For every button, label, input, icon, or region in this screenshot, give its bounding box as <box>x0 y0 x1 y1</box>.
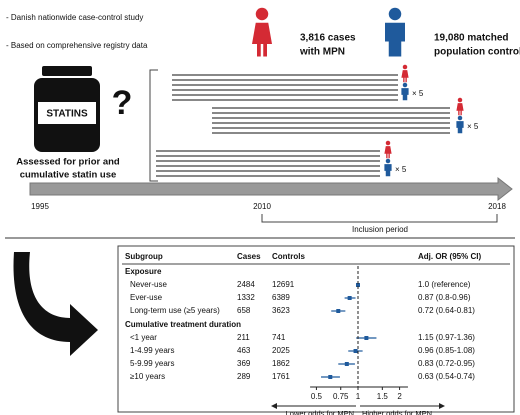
cases: 658 <box>237 306 251 315</box>
cases: 369 <box>237 359 251 368</box>
controls: 2025 <box>272 346 290 355</box>
jar-label: STATINS <box>46 109 88 120</box>
timeline-arrow <box>29 176 513 202</box>
or-label: 0.72 (0.64-0.81) <box>418 306 475 315</box>
or-label: 1.0 (reference) <box>418 280 471 289</box>
person-body <box>384 146 392 159</box>
controls-text: population controls <box>434 47 520 58</box>
inclusion-label: Inclusion period <box>352 225 408 234</box>
bullet: - Based on comprehensive registry data <box>6 41 148 50</box>
question-mark: ? <box>112 84 133 122</box>
multiplier: × 5 <box>395 165 407 174</box>
cases: 1332 <box>237 293 255 302</box>
controls: 6389 <box>272 293 290 302</box>
person-body <box>385 22 405 57</box>
person-head <box>402 64 408 70</box>
x-tick-label: 0.75 <box>333 392 349 401</box>
or-label: 1.15 (0.97-1.36) <box>418 333 475 342</box>
person-head <box>457 115 463 121</box>
assessed-text: cumulative statin use <box>20 170 117 181</box>
column-header: Adj. OR (95% CI) <box>418 252 481 261</box>
column-header: Subgroup <box>125 252 163 261</box>
person-head <box>457 97 463 103</box>
or-label: 0.83 (0.72-0.95) <box>418 359 475 368</box>
or-label: 0.96 (0.85-1.08) <box>418 346 475 355</box>
multiplier: × 5 <box>467 122 479 131</box>
cases-text: 3,816 cases <box>300 33 356 44</box>
year: 2018 <box>488 202 506 211</box>
cases-text: with MPN <box>299 47 345 58</box>
x-tick-label: 2 <box>397 392 402 401</box>
subgroup: Never-use <box>130 280 167 289</box>
multiplier: × 5 <box>412 89 424 98</box>
or-label: 0.87 (0.8-0.96) <box>418 293 471 302</box>
controls: 741 <box>272 333 286 342</box>
person-body <box>456 121 464 134</box>
or-point <box>328 375 333 379</box>
controls: 1761 <box>272 372 290 381</box>
year: 2010 <box>253 202 271 211</box>
subgroup: Ever-use <box>130 293 163 302</box>
x-tick-label: 1 <box>356 392 361 401</box>
subgroup: <1 year <box>130 333 157 342</box>
year: 1995 <box>31 202 49 211</box>
person-body <box>456 103 464 116</box>
person-body <box>401 70 409 83</box>
inclusion-bracket <box>261 214 498 223</box>
cases: 211 <box>237 333 250 342</box>
controls: 12691 <box>272 280 295 289</box>
subgroup: 5-9.99 years <box>130 359 174 368</box>
or-point <box>336 309 341 313</box>
higher-label: Higher odds for MPN <box>362 409 432 415</box>
controls: 1862 <box>272 359 290 368</box>
forest-box <box>117 245 515 413</box>
person-head <box>402 82 408 88</box>
person-body <box>384 164 392 177</box>
person-body <box>252 22 272 57</box>
or-label: 0.63 (0.54-0.74) <box>418 372 475 381</box>
person-head <box>255 7 269 21</box>
lower-label: Lower odds for MPN <box>286 409 354 415</box>
bullet: - Danish nationwide case-control study <box>6 13 143 22</box>
assessed-text: Assessed for prior and <box>16 157 120 168</box>
x-tick-label: 0.5 <box>311 392 323 401</box>
bracket <box>149 69 158 182</box>
or-point <box>347 296 352 300</box>
or-point <box>356 283 360 287</box>
subgroup: ≥10 years <box>130 372 165 381</box>
cases: 2484 <box>237 280 255 289</box>
person-body <box>401 88 409 101</box>
column-header: Controls <box>272 252 305 261</box>
subgroup: 1-4.99 years <box>130 346 174 355</box>
controls: 3623 <box>272 306 290 315</box>
or-point <box>364 336 369 340</box>
curved-arrow <box>13 252 98 356</box>
section-title: Exposure <box>125 267 162 276</box>
or-point <box>353 349 358 353</box>
statin-jar <box>34 66 100 152</box>
x-tick-label: 1.5 <box>377 392 389 401</box>
person-head <box>385 158 391 164</box>
person-head <box>388 7 402 21</box>
column-header: Cases <box>237 252 261 261</box>
cases: 289 <box>237 372 251 381</box>
or-point <box>344 362 349 366</box>
section-title: Cumulative treatment duration <box>125 320 241 329</box>
person-head <box>385 140 391 146</box>
controls-text: 19,080 matched <box>434 33 509 44</box>
subgroup: Long-term use (≥5 years) <box>130 306 220 315</box>
cases: 463 <box>237 346 251 355</box>
